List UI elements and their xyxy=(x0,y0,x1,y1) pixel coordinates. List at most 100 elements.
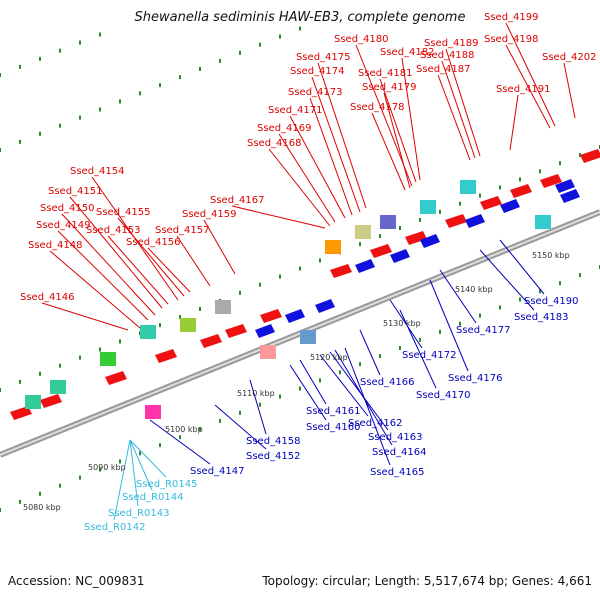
leader-ssed_4176 xyxy=(429,279,469,372)
label-ssed_4178: Ssed_4178 xyxy=(350,102,405,113)
label-ssed_4176: Ssed_4176 xyxy=(448,373,503,384)
tick-track-scale-dot xyxy=(359,362,361,367)
label-ssed_4147: Ssed_4147 xyxy=(190,466,245,477)
leader-ssed_4147 xyxy=(149,419,211,465)
leader-ssed_4174 xyxy=(311,76,361,213)
gene-labels: Ssed_4146Ssed_4148Ssed_4149Ssed_4150Ssed… xyxy=(20,12,597,533)
tick-track-scale-dot xyxy=(379,354,381,359)
label-ssed_4183: Ssed_4183 xyxy=(514,312,569,323)
gene-box-2 xyxy=(180,318,196,332)
leader-ssed_4182 xyxy=(401,57,421,181)
tick-track-bottom-dot xyxy=(439,209,441,214)
label-ssed_r0144: Ssed_R0144 xyxy=(122,492,183,503)
tick-track-scale-dot xyxy=(239,410,241,415)
label-ssed_4188: Ssed_4188 xyxy=(420,50,475,61)
scale-label-5: 5130 kbp xyxy=(383,319,421,328)
tick-track-bottom-dot xyxy=(519,177,521,182)
tick-track-mid-dot xyxy=(79,115,81,120)
gene-box-0 xyxy=(100,352,116,366)
leader-ssed_4198 xyxy=(505,44,551,129)
forward-gene-0 xyxy=(10,406,32,420)
leader-ssed_4181 xyxy=(379,78,417,183)
tick-track-bottom-dot xyxy=(539,169,541,174)
tick-track-mid-dot xyxy=(99,107,101,112)
label-ssed_4171: Ssed_4171 xyxy=(268,105,323,116)
label-ssed_4182: Ssed_4182 xyxy=(380,47,435,58)
leader-ssed_4178 xyxy=(371,112,406,191)
tick-track-bottom-dot xyxy=(319,258,321,263)
tick-track-mid-dot xyxy=(279,34,281,39)
leader-ssed_4167 xyxy=(231,205,326,229)
tick-track-bottom-dot xyxy=(19,379,21,384)
label-ssed_4181: Ssed_4181 xyxy=(358,68,413,79)
tick-track-scale-dot xyxy=(19,499,21,504)
tick-track-mid-dot xyxy=(119,99,121,104)
label-ssed_4158: Ssed_4158 xyxy=(246,436,301,447)
leader-ssed_4179 xyxy=(383,92,411,189)
forward-gene-5 xyxy=(225,324,247,338)
reverse-gene-7 xyxy=(500,199,520,213)
leader-ssed_4166 xyxy=(359,329,381,376)
leader-ssed_4156 xyxy=(147,247,191,293)
leader-ssed_4152 xyxy=(214,404,267,450)
leader-ssed_4202 xyxy=(563,62,576,119)
tick-track-scale-dot xyxy=(0,508,1,512)
tick-track-mid-dot xyxy=(159,83,161,88)
forward-gene-2 xyxy=(105,371,127,385)
tick-track-mid-dot xyxy=(0,148,1,152)
tick-track-bottom-dot xyxy=(119,339,121,344)
label-ssed_4160: Ssed_4160 xyxy=(306,422,361,433)
tick-track-bottom-dot xyxy=(39,371,41,376)
tick-track-bottom-dot xyxy=(179,315,181,320)
reverse-gene-3 xyxy=(355,259,375,273)
tick-track-bottom-dot xyxy=(59,363,61,368)
gene-box-4 xyxy=(325,240,341,254)
forward-gene-13 xyxy=(540,174,562,188)
gene-box-3 xyxy=(215,300,231,314)
leader-ssed_4191 xyxy=(509,94,519,151)
reverse-gene-8 xyxy=(555,179,575,193)
tick-track-scale-dot xyxy=(339,370,341,375)
gene-box-1 xyxy=(140,325,156,339)
label-ssed_4191: Ssed_4191 xyxy=(496,84,551,95)
leader-ssed_4157 xyxy=(176,235,211,287)
tick-track-outer-dot xyxy=(79,40,81,45)
tick-track-bottom-dot xyxy=(579,153,581,158)
forward-gene-1 xyxy=(40,394,62,408)
label-ssed_4148: Ssed_4148 xyxy=(28,240,83,251)
tick-track-outer-dot xyxy=(39,56,41,61)
reverse-gene-6 xyxy=(465,214,485,228)
leader-ssed_4183 xyxy=(479,249,535,311)
tick-track-scale-dot xyxy=(139,451,141,456)
leader-ssed_4170 xyxy=(399,309,437,389)
gene-features xyxy=(10,149,600,420)
scale-label-2: 5100 kbp xyxy=(165,425,203,434)
tick-track-scale-dot xyxy=(499,305,501,310)
label-ssed_4161: Ssed_4161 xyxy=(306,406,361,417)
tick-track-mid-dot xyxy=(299,26,301,31)
scale-label-3: 5110 kbp xyxy=(237,389,275,398)
leader-ssed_4146 xyxy=(41,302,129,331)
label-ssed_4180: Ssed_4180 xyxy=(334,34,389,45)
tick-track-scale-dot xyxy=(39,491,41,496)
tick-track-bottom-dot xyxy=(359,242,361,247)
label-ssed_4177: Ssed_4177 xyxy=(456,325,511,336)
tick-track-scale-dot xyxy=(259,402,261,407)
gene-box-12 xyxy=(535,215,551,229)
tick-track-bottom-dot xyxy=(379,234,381,239)
label-ssed_4146: Ssed_4146 xyxy=(20,292,75,303)
gene-box-6 xyxy=(380,215,396,229)
tick-track-scale-dot xyxy=(319,378,321,383)
forward-gene-14 xyxy=(580,149,600,163)
tick-track-outer-dot xyxy=(59,48,61,53)
leader-ssed_4159 xyxy=(203,219,236,275)
leader-ssed_4149 xyxy=(57,230,149,321)
label-ssed_4149: Ssed_4149 xyxy=(36,220,91,231)
leader-ssed_4161 xyxy=(299,359,327,405)
label-ssed_4151: Ssed_4151 xyxy=(48,186,103,197)
reverse-gene-5 xyxy=(420,234,440,248)
label-ssed_4175: Ssed_4175 xyxy=(296,52,351,63)
leader-ssed_4158 xyxy=(249,379,267,435)
reverse-gene-2 xyxy=(315,299,335,313)
gene-box-9 xyxy=(145,405,161,419)
